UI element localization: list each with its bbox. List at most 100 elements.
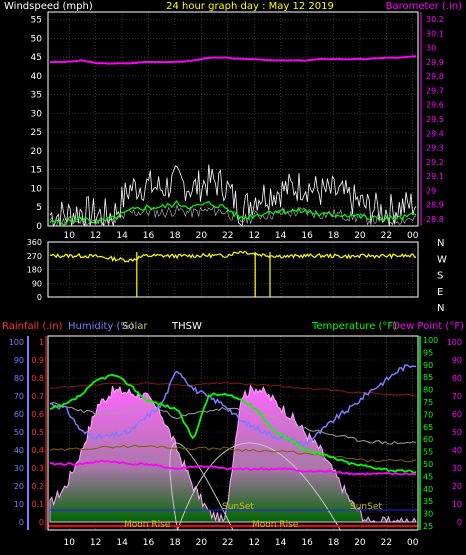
temp-tick-label: 85 bbox=[423, 373, 433, 382]
bottom-frame bbox=[47, 335, 419, 531]
wind-tick-label: 10 bbox=[31, 184, 43, 194]
temp-tick-label: 90 bbox=[423, 361, 433, 370]
temp-tick-label: 35 bbox=[423, 497, 433, 506]
wind-tick-label: 5 bbox=[36, 203, 42, 213]
baro-tick-label: 29.4 bbox=[426, 129, 444, 138]
wind-tick-label: 55 bbox=[31, 16, 42, 26]
x-tick-label: 12 bbox=[90, 231, 101, 241]
baro-tick-label: 28.9 bbox=[426, 201, 444, 210]
sunset-label-2: SunSet bbox=[350, 502, 382, 512]
baro-tick-label: 30.2 bbox=[426, 15, 444, 24]
wind-tick-label: 50 bbox=[31, 34, 43, 44]
humidity-tick-label: 50 bbox=[14, 428, 24, 437]
wind-tick-label: 45 bbox=[31, 53, 42, 63]
far-right-tick-label: 100 bbox=[447, 338, 462, 347]
rain-tick-label: 0.3 bbox=[31, 464, 44, 473]
temp-tick-label: 40 bbox=[423, 485, 433, 494]
compass-label: N bbox=[437, 303, 444, 314]
direction-tick-label: 180 bbox=[27, 266, 42, 275]
baro-axis-label: Barometer (.in) bbox=[386, 1, 462, 12]
dark-red-line bbox=[49, 381, 417, 397]
x-tick-label: 22 bbox=[381, 538, 392, 548]
baro-tick-label: 29.6 bbox=[426, 101, 444, 110]
rainfall-axis-label: Rainfall (.in) bbox=[2, 321, 63, 332]
wind-y-ticks: 0 5 10 15 20 25 30 35 40 45 50 55 bbox=[31, 16, 43, 232]
wind-direction-line bbox=[49, 250, 416, 263]
sun-curve bbox=[169, 442, 234, 531]
moonrise-label-1: Moon Rise bbox=[124, 520, 171, 530]
top-frame bbox=[47, 11, 419, 227]
far-right-tick-label: 20 bbox=[452, 482, 462, 491]
x-tick-label: 10 bbox=[63, 538, 75, 548]
x-tick-label: 14 bbox=[116, 231, 128, 241]
compass-label: E bbox=[437, 287, 443, 298]
x-tick-label: 20 bbox=[196, 538, 208, 548]
top-series bbox=[49, 55, 417, 228]
wind-average-line bbox=[49, 199, 417, 226]
baro-tick-label: 29 bbox=[426, 186, 436, 195]
temperature-line bbox=[49, 373, 417, 474]
x-tick-label: 18 bbox=[328, 231, 340, 241]
moonrise-label-2: Moon Rise bbox=[252, 520, 299, 530]
x-tick-label: 16 bbox=[301, 538, 313, 548]
wind-tick-label: 40 bbox=[31, 72, 43, 82]
baro-tick-label: 29.1 bbox=[426, 172, 444, 181]
wind-tick-label: 0 bbox=[36, 222, 42, 232]
temperature-axis-label: Temperature (°F) bbox=[311, 321, 397, 332]
x-tick-label: 22 bbox=[222, 231, 233, 241]
direction-tick-label: 90 bbox=[32, 279, 42, 288]
rain-tick-label: 0 bbox=[39, 518, 44, 527]
compass-label: N bbox=[437, 238, 444, 249]
rain-tick-label: 0.8 bbox=[31, 374, 44, 383]
wind-baro-chart: Windspeed (mph) 24 hour graph day : May … bbox=[4, 1, 462, 241]
dewpoint-line bbox=[49, 459, 417, 476]
rain-tick-label: 0.1 bbox=[31, 500, 44, 509]
baro-tick-label: 28.8 bbox=[426, 215, 444, 224]
temp-tick-label: 30 bbox=[423, 510, 433, 519]
wind-low-line bbox=[49, 203, 417, 227]
far-right-tick-label: 70 bbox=[452, 392, 462, 401]
x-tick-label: 18 bbox=[169, 538, 181, 548]
x-tick-label: 14 bbox=[116, 538, 128, 548]
direction-tick-label: 270 bbox=[27, 252, 42, 261]
x-tick-label: 22 bbox=[222, 538, 233, 548]
wind-tick-label: 25 bbox=[31, 128, 42, 138]
wind-tick-label: 15 bbox=[31, 166, 42, 176]
rain-tick-label: 1 bbox=[39, 338, 44, 347]
wind-tick-label: 30 bbox=[31, 109, 43, 119]
far-right-tick-label: 0 bbox=[457, 518, 462, 527]
rain-tick-label: 0.7 bbox=[31, 392, 44, 401]
olive-line bbox=[49, 444, 417, 463]
grey-line bbox=[49, 401, 417, 445]
compass-label: S bbox=[437, 271, 443, 282]
baro-tick-label: 29.9 bbox=[426, 58, 444, 67]
humidity-tick-label: 60 bbox=[14, 410, 24, 419]
rain-tick-label: 0.6 bbox=[31, 410, 44, 419]
x-tick-label: 12 bbox=[248, 538, 259, 548]
temp-tick-label: 55 bbox=[423, 448, 433, 457]
temp-tick-label: 70 bbox=[423, 410, 433, 419]
far-right-tick-label: 90 bbox=[452, 356, 462, 365]
temp-tick-label: 65 bbox=[423, 423, 433, 432]
rain-tick-label: 0.5 bbox=[31, 428, 44, 437]
rain-tick-label: 0.9 bbox=[31, 356, 44, 365]
top-x-ticks: 10 12 14 16 18 20 22 12 14 16 18 20 22 00 bbox=[63, 231, 418, 241]
humidity-tick-label: 90 bbox=[14, 356, 24, 365]
dewpoint-axis-label: Dew Point (°F) bbox=[392, 321, 464, 332]
temp-tick-label: 80 bbox=[423, 386, 433, 395]
thsw-axis-label: THSW bbox=[171, 321, 202, 332]
baro-tick-label: 29.3 bbox=[426, 144, 444, 153]
humidity-tick-label: 70 bbox=[14, 392, 24, 401]
temp-tick-label: 45 bbox=[423, 472, 433, 481]
bottom-series bbox=[48, 364, 418, 531]
temp-hum-chart: Rainfall (.in) Humidity (%) Solar THSW T… bbox=[2, 321, 464, 548]
humidity-tick-label: 20 bbox=[14, 482, 24, 491]
direction-series bbox=[49, 250, 416, 297]
x-tick-label: 00 bbox=[407, 231, 419, 241]
solar-axis-label: Solar bbox=[122, 321, 148, 332]
far-right-tick-label: 30 bbox=[452, 464, 462, 473]
humidity-tick-label: 100 bbox=[9, 338, 24, 347]
